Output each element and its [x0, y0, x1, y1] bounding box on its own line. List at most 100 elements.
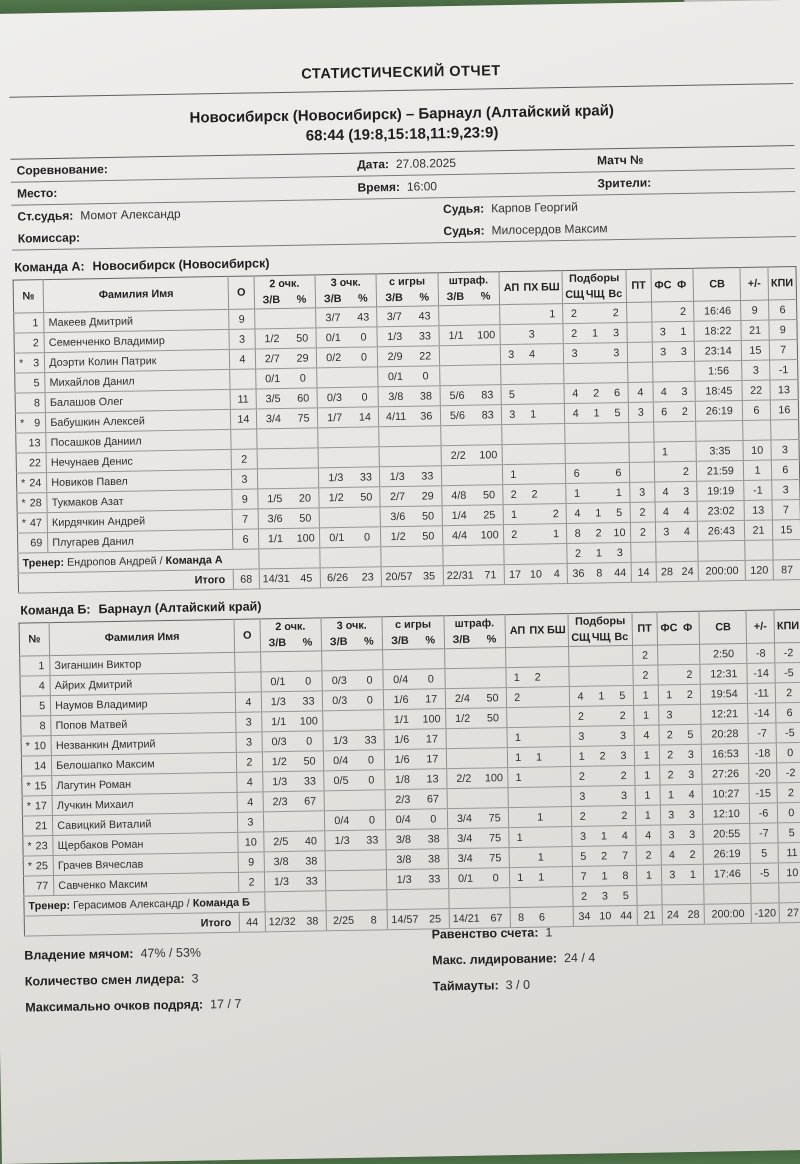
total-fg-pct: 35 [415, 565, 444, 587]
cell-own-rebounds: 1 [570, 746, 593, 767]
cell-own-rebounds: 2 [563, 323, 585, 344]
cell-steals: 1 [522, 403, 544, 425]
cell-3pt-made: 0/1 [315, 327, 351, 348]
cell-fg-made: 1/6 [384, 749, 420, 770]
cell-turnovers [628, 442, 655, 463]
cell-fg-pct: 0 [412, 365, 440, 387]
cell-time: 18:45 [695, 380, 743, 402]
cell-ft-pct: 50 [479, 687, 507, 709]
cell-fouls-empty [661, 884, 705, 905]
player-number: * 10 [21, 735, 52, 757]
cell-fouls: 4 [676, 501, 698, 522]
col-3pt-group: 3 очк. [320, 616, 383, 635]
cell-blocks [549, 766, 572, 787]
col-rebounds-group: Подборы [568, 612, 633, 631]
cell-3pt-pct: 50 [352, 486, 381, 508]
cell-fg-made: 1/3 [386, 869, 422, 890]
col-2pt-pct: % [288, 291, 316, 309]
cell-turnovers: 2 [635, 844, 662, 866]
cell-fg-pct: 43 [411, 305, 439, 327]
cell-fouls [675, 441, 697, 462]
cell-points: 14 [230, 408, 257, 430]
col-name: Фамилия Имя [49, 619, 235, 656]
cell-steals [528, 766, 551, 788]
cell-fg-made: 2/3 [385, 789, 420, 810]
total-fouls-received: 28 [656, 561, 678, 582]
cell-plus-minus: 15 [741, 339, 770, 361]
cell-3pt-made [318, 507, 354, 528]
cell-points [235, 671, 261, 693]
cell-fg-made: 0/1 [377, 366, 413, 387]
cell-total-rebounds: 5 [606, 402, 629, 423]
cell-blocks [550, 786, 572, 807]
cell-fg-made: 3/6 [380, 506, 415, 527]
cell-ft-pct [474, 424, 502, 446]
cell-fg-empty [387, 888, 449, 910]
team-b-label: Команда Б: [20, 602, 91, 618]
cell-opp-rebounds: 1 [585, 402, 608, 424]
cell-ft-made [438, 305, 473, 326]
cell-3pt-made: 0/3 [316, 387, 352, 408]
cell-turnovers [626, 322, 653, 343]
cell-2pt-pct: 0 [294, 670, 323, 692]
cell-2pt-made: 1/1 [257, 528, 293, 549]
col-turnovers: ПТ [625, 269, 652, 303]
cell-3pt-made [321, 650, 357, 671]
cell-plus-minus: -7 [750, 822, 778, 844]
cell-assists: 1 [507, 747, 529, 768]
cell-blocks [544, 463, 567, 484]
cell-blocks [549, 726, 571, 747]
cell-own-rebounds: 3 [571, 786, 593, 807]
cell-opp-rebounds [592, 785, 614, 807]
cell-ft-made [440, 465, 476, 486]
col-fg-made: З/В [376, 289, 412, 307]
cell-fouls-received: 4 [654, 501, 677, 523]
starter-mark: * [18, 357, 24, 370]
cell-blocks: 1 [541, 303, 564, 324]
cell-turnovers: 4 [627, 382, 654, 403]
cell-steals [527, 686, 549, 708]
player-number: 77 [23, 875, 55, 897]
cell-fouls: 3 [673, 341, 695, 362]
cell-plus-minus: -7 [748, 722, 776, 744]
col-number: № [19, 622, 50, 657]
cell-fg-pct: 22 [411, 345, 440, 367]
cell-fouls: 3 [680, 744, 702, 765]
cell-total-rebounds [607, 422, 629, 443]
team-b-table: № Фамилия Имя О 2 очк. 3 очк. с игры штр… [18, 608, 800, 937]
cell-turnovers: 2 [632, 664, 659, 686]
player-number: 5 [14, 372, 46, 394]
cell-steals [529, 826, 552, 848]
cell-own-rebounds: 3 [563, 343, 586, 364]
cell-plus-minus: 21 [741, 319, 769, 341]
col-3pt-pct: % [349, 290, 377, 308]
cell-time: 17:46 [703, 863, 752, 885]
cell-points: 4 [235, 691, 262, 713]
team-a-table-body: 1 Макеев Дмитрий 9 3/7 43 3/7 43 1 2 2 2 16:46 9 6 2 Се… [13, 299, 800, 594]
cell-2pt-made: 1/2 [261, 751, 297, 772]
col-kpi: КПИ [773, 609, 800, 643]
starter-mark: * [25, 739, 31, 753]
cell-time: 26:19 [703, 843, 751, 865]
cell-opp-rebounds: 2 [585, 382, 607, 404]
col-time: СВ [699, 610, 747, 645]
cell-plus-minus-empty [745, 539, 773, 561]
starter-mark: * [19, 416, 25, 430]
cell-ft-pct: 75 [481, 827, 510, 849]
total-3pt-made: 6/26 [320, 567, 355, 588]
cell-points: 2 [231, 448, 257, 470]
cell-opp-rebounds [591, 725, 613, 747]
cell-assists: 2 [506, 687, 528, 708]
total-fg-pct: 25 [421, 908, 450, 930]
cell-kpi: 3 [771, 479, 800, 500]
cell-plus-minus: -14 [748, 702, 776, 724]
cell-time: 12:31 [700, 663, 748, 685]
cell-3pt-made [324, 850, 360, 871]
cell-3pt-empty [319, 546, 382, 568]
cell-2pt-made: 0/1 [260, 671, 295, 692]
cell-assists: 1 [503, 504, 525, 525]
cell-time [695, 420, 744, 442]
player-number: 8 [20, 715, 52, 737]
cell-3pt-made: 0/2 [316, 347, 351, 368]
cell-fouls-received: 3 [661, 864, 683, 885]
